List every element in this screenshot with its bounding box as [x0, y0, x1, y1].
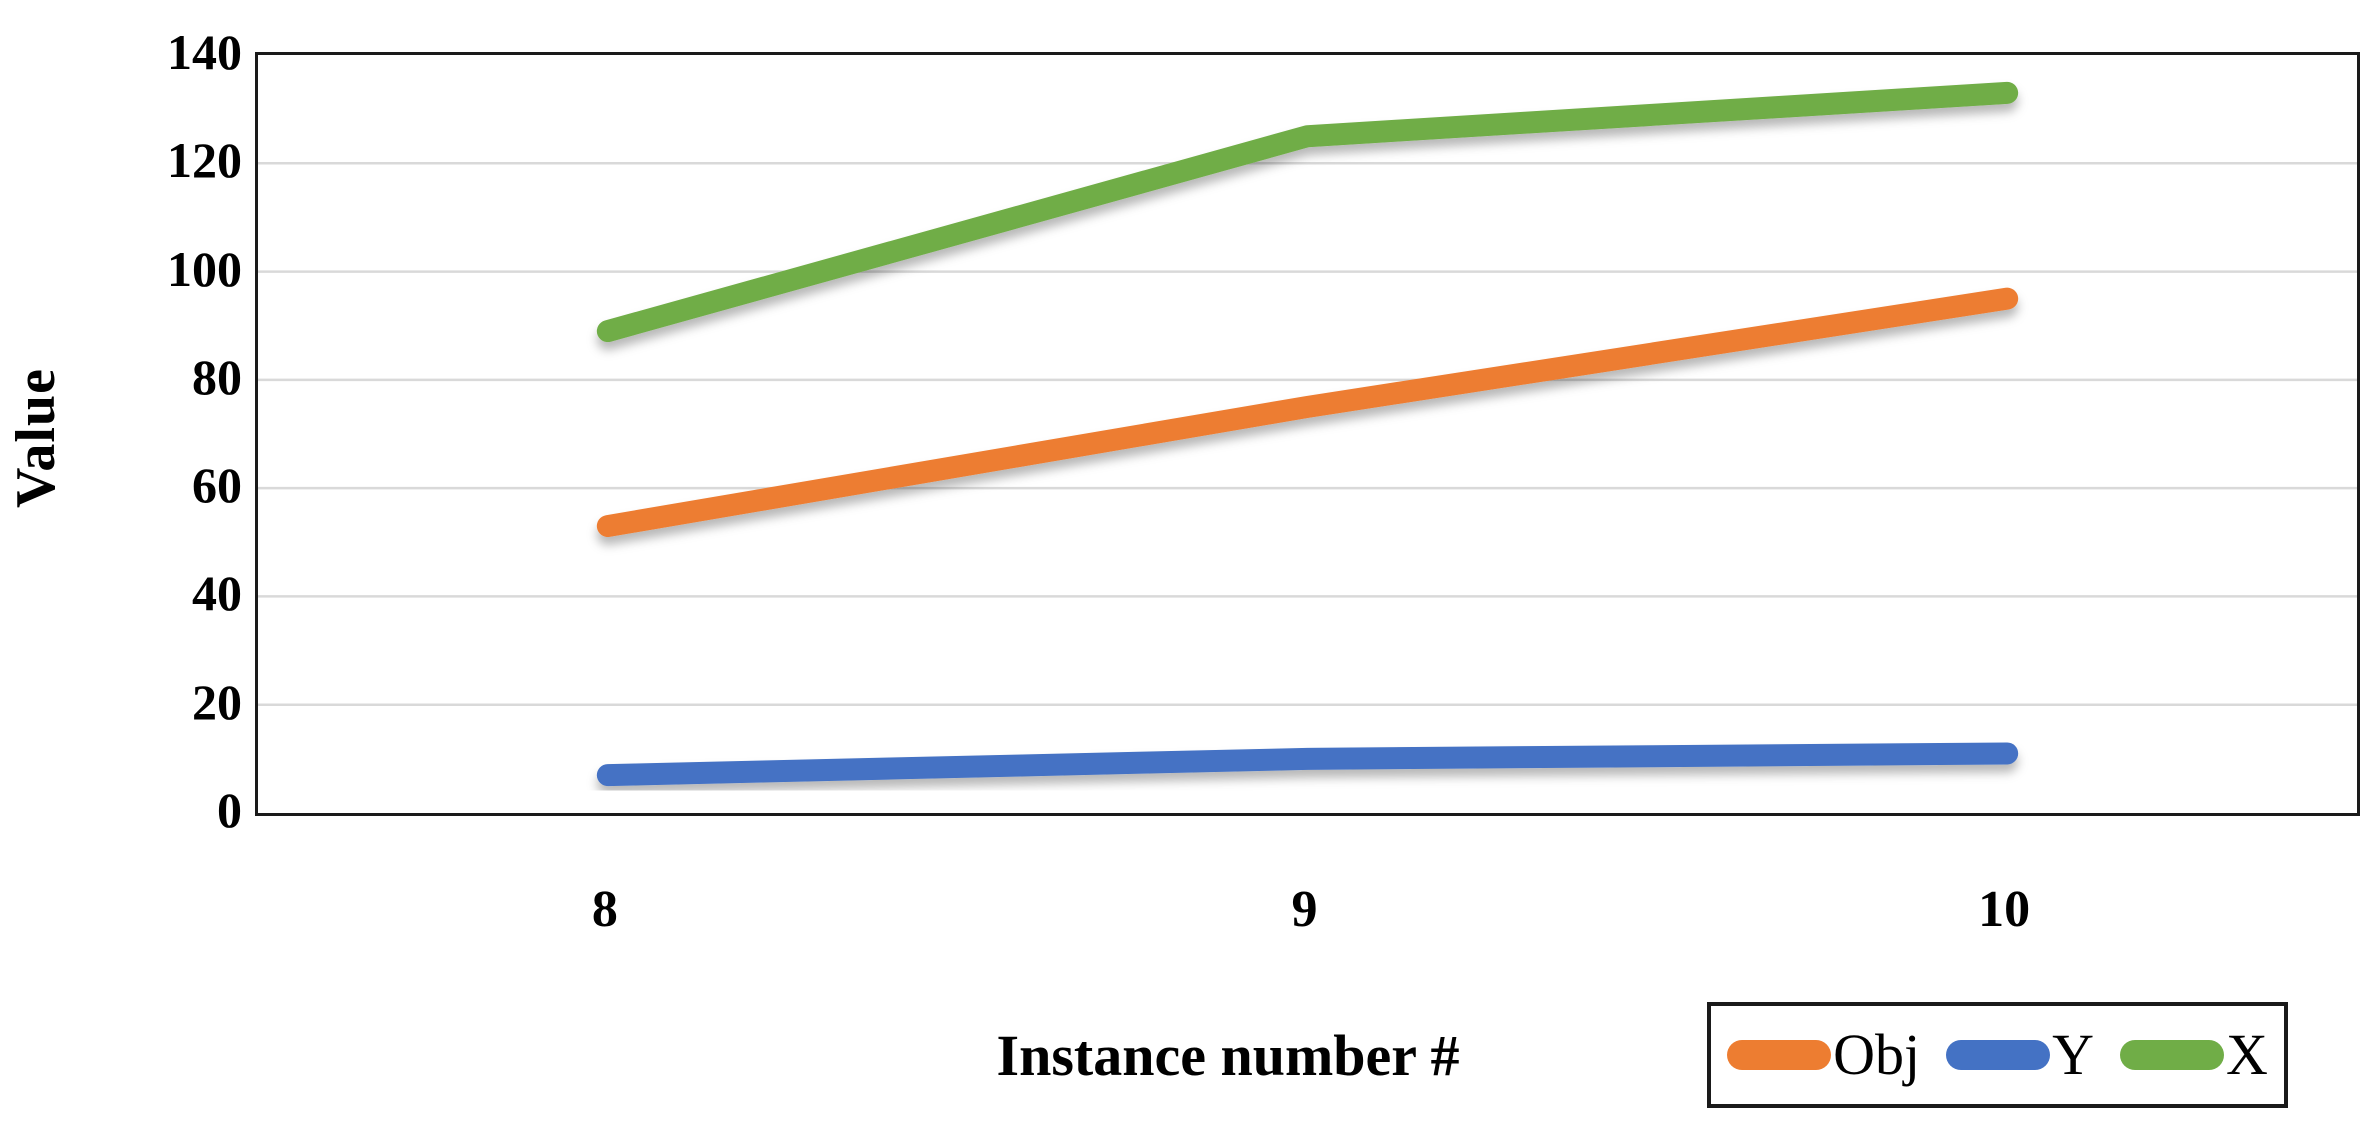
y-tick-label: 100: [167, 240, 242, 297]
legend-marker-obj: [1727, 1040, 1832, 1070]
legend-marker-x: [2120, 1040, 2224, 1070]
y-tick-label: 40: [192, 565, 242, 622]
series-line-y: [596, 742, 2019, 787]
x-axis-title: Instance number #: [996, 1023, 1460, 1088]
legend-label: X: [2226, 1022, 2268, 1087]
y-tick-label: 0: [217, 782, 242, 838]
legend-item-x: X: [2120, 1026, 2268, 1084]
y-tick-label: 80: [192, 348, 242, 405]
y-tick-label: 20: [192, 673, 242, 730]
plot-canvas: [258, 81, 2357, 787]
y-tick-label: 140: [167, 24, 242, 80]
x-tick-label: 8: [591, 881, 618, 938]
legend-label: Obj: [1833, 1022, 1921, 1087]
legend-item-y: Y: [1946, 1026, 2094, 1084]
y-tick-label: 60: [192, 457, 242, 514]
x-tick-label: 9: [1291, 881, 1318, 938]
series-lines: [596, 81, 2019, 787]
series-line-x: [596, 81, 2019, 343]
legend-label: Y: [2052, 1022, 2094, 1087]
gridlines: [258, 162, 2357, 706]
series-line-obj: [596, 287, 2019, 538]
plot-area: [255, 52, 2360, 816]
legend-item-obj: Obj: [1727, 1026, 1920, 1084]
legend-marker-y: [1946, 1040, 2051, 1070]
legend: Obj Y X: [1707, 1002, 2288, 1108]
y-tick-label: 120: [167, 132, 242, 189]
x-tick-label: 10: [1978, 881, 2031, 938]
